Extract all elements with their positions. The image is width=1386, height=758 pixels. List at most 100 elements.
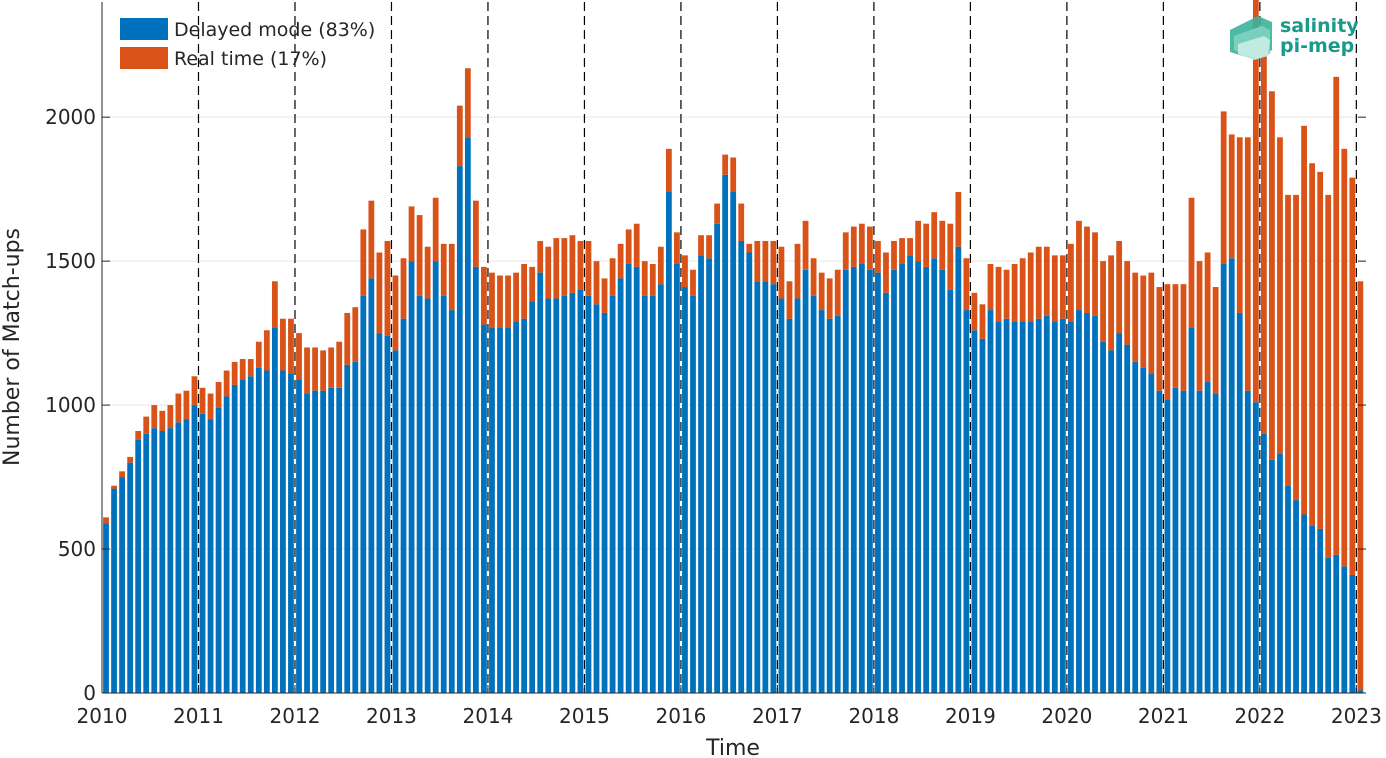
bar-delayed-mode [215, 407, 222, 693]
bar-real-time [818, 272, 825, 311]
bar-real-time [255, 341, 262, 368]
bar-real-time [464, 68, 471, 138]
bar-delayed-mode [1148, 373, 1155, 693]
bar-real-time [1325, 194, 1332, 558]
bar-delayed-mode [288, 373, 294, 693]
x-tick-label: 2019 [945, 704, 996, 728]
bar-delayed-mode [175, 422, 182, 693]
bar-real-time [722, 154, 729, 175]
bar-delayed-mode [1196, 390, 1203, 693]
bar-real-time [1148, 272, 1155, 374]
bar-delayed-mode [738, 240, 745, 694]
logo-text-pimep: pi-mep [1280, 35, 1354, 57]
bar-delayed-mode [609, 295, 616, 693]
bar-real-time [762, 240, 769, 282]
bar-delayed-mode [384, 335, 391, 693]
bar-delayed-mode [979, 338, 986, 693]
y-tick-label: 500 [58, 537, 96, 561]
bar-real-time [1341, 148, 1348, 567]
bar-delayed-mode [1164, 399, 1171, 693]
bar-delayed-mode [706, 258, 712, 693]
bar-real-time [424, 246, 431, 299]
bar-delayed-mode [657, 284, 664, 693]
bar-delayed-mode [939, 269, 946, 693]
bar-delayed-mode [617, 278, 624, 693]
x-tick-label: 2022 [1234, 704, 1285, 728]
bar-delayed-mode [915, 261, 922, 693]
bar-real-time [553, 238, 560, 299]
bar-delayed-mode [1108, 350, 1115, 693]
bar-delayed-mode [408, 261, 415, 693]
bar-delayed-mode [722, 174, 729, 693]
bar-real-time [931, 212, 938, 259]
bar-real-time [690, 269, 696, 296]
bar-delayed-mode [858, 264, 865, 693]
bar-real-time [826, 278, 833, 319]
bar-real-time [231, 361, 238, 385]
bar-delayed-mode [955, 246, 962, 693]
bar-real-time [199, 387, 206, 414]
bar-delayed-mode [577, 289, 584, 693]
bar-real-time [1059, 255, 1066, 319]
bar-delayed-mode [585, 295, 592, 693]
bar-real-time [1309, 163, 1316, 527]
bar-real-time [400, 258, 407, 319]
bar-real-time [111, 485, 117, 489]
bar-delayed-mode [280, 370, 286, 693]
bar-delayed-mode [424, 298, 431, 693]
bar-delayed-mode [834, 315, 841, 693]
bar-real-time [1084, 226, 1090, 313]
bar-delayed-mode [529, 301, 536, 693]
bar-real-time [770, 240, 777, 285]
bar-real-time [1156, 287, 1163, 391]
bar-delayed-mode [1027, 321, 1034, 693]
bar-delayed-mode [746, 252, 753, 694]
legend-swatch-delayed [120, 18, 168, 40]
bar-delayed-mode [1180, 390, 1187, 693]
bar-delayed-mode [1100, 341, 1106, 693]
bar-real-time [1285, 194, 1291, 486]
legend: Delayed mode (83%) Real time (17%) [120, 18, 375, 70]
bar-real-time [1220, 111, 1227, 265]
bar-real-time [1236, 137, 1243, 313]
bar-delayed-mode [247, 376, 254, 693]
bar-delayed-mode [1124, 344, 1131, 693]
bar-delayed-mode [842, 269, 849, 693]
bar-delayed-mode [1084, 312, 1090, 693]
bar-real-time [1317, 171, 1324, 529]
bar-real-time [288, 318, 294, 374]
bar-real-time [1003, 269, 1010, 319]
bar-real-time [842, 232, 849, 270]
bar-real-time [738, 203, 745, 241]
bar-real-time [883, 252, 889, 293]
bar-delayed-mode [199, 413, 206, 693]
bar-real-time [336, 341, 343, 388]
axis-layer: 0 500 1000 1500 2000 2010 2011 2012 2013 2014 2015… [45, 2, 1382, 728]
bar-delayed-mode [714, 223, 721, 693]
bar-real-time [159, 410, 166, 431]
bar-delayed-mode [818, 310, 825, 693]
bar-delayed-mode [513, 321, 519, 693]
year-separator-layer [197, 2, 1357, 693]
bar-real-time [577, 240, 584, 290]
bar-real-time [440, 243, 447, 296]
bar-delayed-mode [802, 269, 809, 693]
bar-delayed-mode [159, 430, 166, 693]
bar-delayed-mode [472, 266, 479, 693]
bar-real-time [875, 240, 881, 273]
bar-delayed-mode [947, 289, 954, 693]
bar-delayed-mode [553, 298, 560, 693]
bar-delayed-mode [1132, 361, 1139, 693]
bar-delayed-mode [963, 310, 970, 693]
bar-delayed-mode [231, 384, 238, 693]
bar-delayed-mode [416, 295, 423, 693]
bar-delayed-mode [183, 419, 190, 693]
bar-real-time [223, 370, 230, 397]
bar-delayed-mode [111, 488, 117, 693]
bar-real-time [1357, 281, 1364, 691]
bar-delayed-mode [328, 387, 335, 693]
bar-real-time [1068, 243, 1074, 322]
bar-delayed-mode [1051, 321, 1058, 693]
legend-label-realtime: Real time (17%) [174, 48, 327, 70]
bar-delayed-mode [537, 272, 544, 693]
